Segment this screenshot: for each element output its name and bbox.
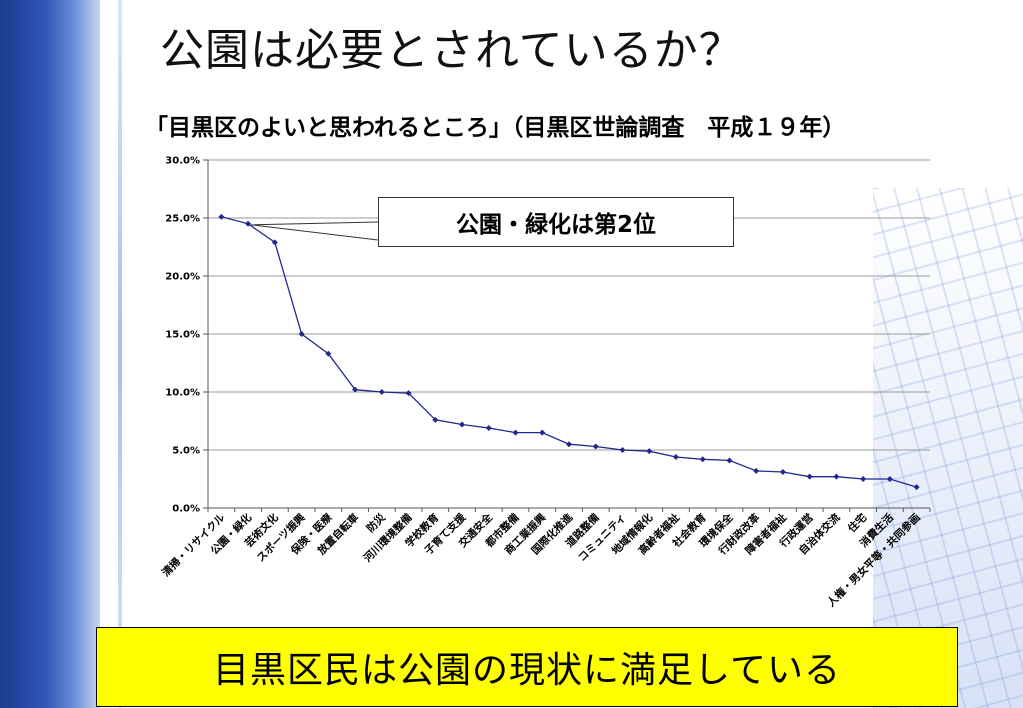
slide-title: 公園は必要とされているか？ [160, 25, 744, 76]
data-point [298, 331, 305, 337]
data-point [833, 473, 840, 480]
left-decorative-line [118, 0, 122, 708]
y-tick-label: 30.0% [165, 156, 200, 167]
data-point [539, 429, 546, 436]
data-point [378, 389, 385, 395]
data-point [566, 441, 572, 448]
data-point [485, 424, 492, 431]
right-decorative-grid [873, 188, 1023, 708]
data-point [886, 476, 893, 482]
data-point [646, 448, 653, 455]
data-point [432, 416, 439, 423]
data-point [913, 484, 920, 491]
data-point [753, 467, 760, 474]
conclusion-banner: 目黒区民は公園の現状に満足している [96, 627, 958, 707]
y-tick-label: 5.0% [172, 446, 200, 457]
data-point [271, 239, 278, 246]
data-point [806, 473, 813, 480]
data-point [218, 213, 225, 220]
data-point [672, 453, 679, 460]
y-tick-label: 0.0% [172, 504, 200, 515]
data-point [325, 350, 332, 357]
data-point [860, 476, 867, 482]
data-point [352, 386, 359, 393]
data-point [245, 220, 252, 227]
data-point [726, 457, 733, 464]
data-point [779, 469, 786, 476]
y-tick-label: 20.0% [165, 272, 200, 283]
data-point [699, 456, 706, 463]
data-point [405, 390, 412, 397]
callout-pointer [251, 224, 379, 241]
y-tick-label: 10.0% [165, 388, 200, 399]
left-decorative-band [0, 0, 100, 708]
callout-pointer [251, 221, 379, 226]
x-category-label: 防災 [364, 511, 388, 535]
x-category-label: 住宅 [845, 511, 869, 535]
callout-box: 公園・緑化は第2位 [378, 197, 734, 247]
y-tick-label: 15.0% [165, 330, 200, 341]
data-point [459, 421, 466, 428]
chart-caption: 「目黒区のよいと思われるところ」（目黒区世論調査 平成１９年） [145, 115, 846, 141]
y-tick-label: 25.0% [165, 214, 200, 225]
data-point [619, 447, 626, 453]
line-chart: 0.0%5.0%10.0%15.0%20.0%25.0%30.0%清掃・リサイク… [159, 156, 931, 609]
data-point [592, 443, 599, 450]
data-point [512, 429, 519, 436]
